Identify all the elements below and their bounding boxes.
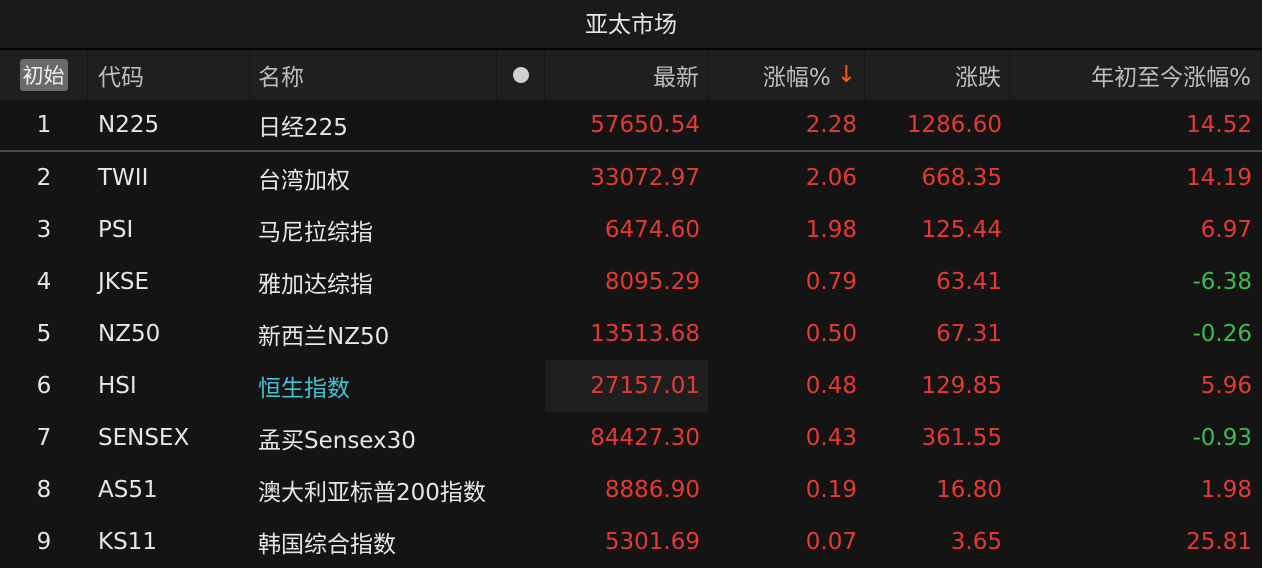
row-pct: 0.07 (805, 529, 857, 555)
row-code: SENSEX (98, 425, 190, 451)
table-row[interactable]: 4 JKSE 雅加达综指 8095.29 0.79 63.41 -6.38 (0, 256, 1262, 308)
row-name: 澳大利亚标普200指数 (258, 480, 486, 506)
row-code: PSI (98, 217, 134, 243)
row-pct: 1.98 (805, 217, 857, 243)
table-row[interactable]: 5 NZ50 新西兰NZ50 13513.68 0.50 67.31 -0.26 (0, 308, 1262, 360)
row-ytd: 14.52 (1186, 112, 1252, 138)
row-code: TWII (98, 165, 149, 191)
row-code: AS51 (98, 477, 158, 503)
header-pct-label: 涨幅% (762, 65, 831, 91)
status-dot-icon (512, 67, 529, 83)
row-change: 63.41 (936, 269, 1002, 295)
row-name: 孟买Sensex30 (258, 428, 416, 454)
table-row[interactable]: 6 HSI 恒生指数 27157.01 0.48 129.85 5.96 (0, 360, 1262, 412)
row-index: 7 (36, 425, 52, 451)
row-latest: 27157.01 (545, 360, 708, 412)
header-status[interactable] (497, 50, 545, 100)
table-header: 初始 代码 名称 最新 涨幅% ↓ 涨跌 年初至今涨幅% (0, 50, 1262, 100)
reset-sort-button[interactable]: 初始 (0, 50, 88, 100)
row-ytd: 6.97 (1200, 217, 1252, 243)
row-code: N225 (98, 112, 160, 138)
row-index: 3 (36, 217, 52, 243)
table-row[interactable]: 1 N225 日经225 57650.54 2.28 1286.60 14.52 (0, 100, 1262, 152)
row-change: 1286.60 (906, 112, 1002, 138)
header-ytd[interactable]: 年初至今涨幅% (1010, 50, 1262, 100)
header-latest[interactable]: 最新 (545, 50, 708, 100)
row-pct: 0.48 (805, 373, 857, 399)
reset-label[interactable]: 初始 (19, 59, 68, 91)
row-name: 台湾加权 (258, 168, 350, 194)
table-row[interactable]: 8 AS51 澳大利亚标普200指数 8886.90 0.19 16.80 1.98 (0, 464, 1262, 516)
row-change: 125.44 (921, 217, 1002, 243)
row-ytd: 5.96 (1200, 373, 1252, 399)
header-pct[interactable]: 涨幅% ↓ (708, 50, 865, 100)
row-pct: 0.50 (805, 321, 857, 347)
row-ytd: -0.26 (1192, 321, 1252, 347)
row-latest: 13513.68 (590, 321, 700, 347)
row-change: 3.65 (950, 529, 1002, 555)
row-name: 雅加达综指 (258, 272, 373, 298)
row-pct: 0.19 (805, 477, 857, 503)
row-index: 5 (36, 321, 52, 347)
table-row[interactable]: 2 TWII 台湾加权 33072.97 2.06 668.35 14.19 (0, 152, 1262, 204)
row-change: 16.80 (936, 477, 1002, 503)
row-code: NZ50 (98, 321, 161, 347)
row-index: 4 (36, 269, 52, 295)
row-latest: 6474.60 (604, 217, 700, 243)
row-change: 67.31 (936, 321, 1002, 347)
row-index: 9 (36, 529, 52, 555)
row-ytd: -6.38 (1192, 269, 1252, 295)
row-index: 6 (36, 373, 52, 399)
row-name: 新西兰NZ50 (258, 324, 390, 350)
row-latest: 5301.69 (604, 529, 700, 555)
row-change: 129.85 (921, 373, 1002, 399)
row-latest: 57650.54 (590, 112, 700, 138)
row-name: 恒生指数 (258, 376, 350, 402)
row-pct: 2.28 (805, 112, 857, 138)
row-latest: 8095.29 (604, 269, 700, 295)
row-latest: 84427.30 (590, 425, 700, 451)
row-ytd: 1.98 (1200, 477, 1252, 503)
row-name: 韩国综合指数 (258, 532, 396, 558)
row-ytd: -0.93 (1192, 425, 1252, 451)
row-name: 马尼拉综指 (258, 220, 373, 246)
row-latest: 8886.90 (604, 477, 700, 503)
table-body: 1 N225 日经225 57650.54 2.28 1286.60 14.52 2 TWII 台… (0, 100, 1262, 568)
row-pct: 2.06 (805, 165, 857, 191)
row-name: 日经225 (258, 115, 348, 141)
header-code[interactable]: 代码 (88, 50, 250, 100)
row-index: 2 (36, 165, 52, 191)
row-change: 361.55 (921, 425, 1002, 451)
row-change: 668.35 (921, 165, 1002, 191)
header-change[interactable]: 涨跌 (865, 50, 1010, 100)
arrow-down-icon: ↓ (836, 62, 856, 88)
row-ytd: 25.81 (1186, 529, 1252, 555)
table-row[interactable]: 7 SENSEX 孟买Sensex30 84427.30 0.43 361.55 -0.93 (0, 412, 1262, 464)
row-index: 8 (36, 477, 52, 503)
table-row[interactable]: 9 KS11 韩国综合指数 5301.69 0.07 3.65 25.81 (0, 516, 1262, 568)
panel-title: 亚太市场 (0, 0, 1262, 50)
row-code: HSI (98, 373, 137, 399)
row-code: KS11 (98, 529, 157, 555)
row-pct: 0.79 (805, 269, 857, 295)
row-index: 1 (36, 112, 52, 138)
row-code: JKSE (98, 269, 149, 295)
row-ytd: 14.19 (1186, 165, 1252, 191)
row-latest: 33072.97 (590, 165, 700, 191)
table-row[interactable]: 3 PSI 马尼拉综指 6474.60 1.98 125.44 6.97 (0, 204, 1262, 256)
header-name[interactable]: 名称 (250, 50, 497, 100)
row-pct: 0.43 (805, 425, 857, 451)
